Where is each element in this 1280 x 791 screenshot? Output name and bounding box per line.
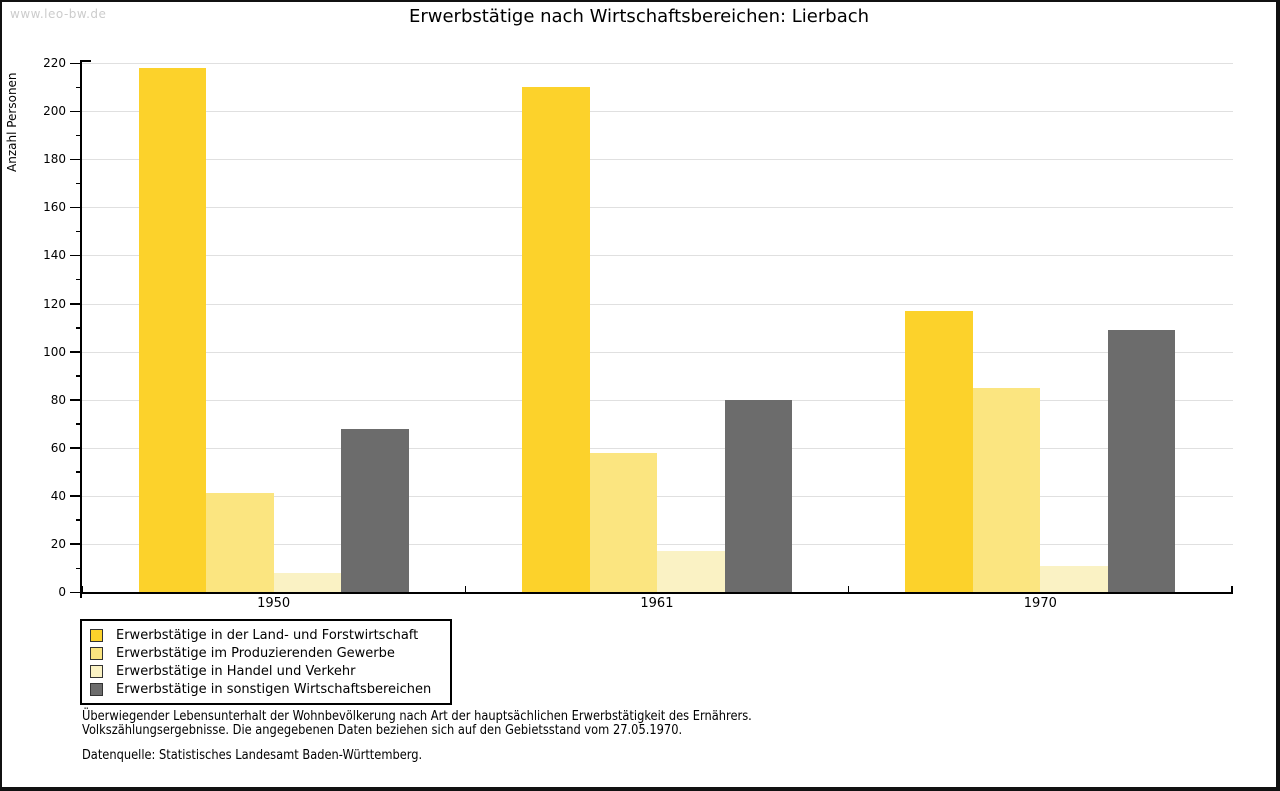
plot-area: 0 20 40 60 80 100 120 140 160 180 200 220 1950 1961 19… bbox=[43, 56, 1233, 611]
legend-swatch-1 bbox=[90, 628, 103, 642]
y-minor-tick-110 bbox=[76, 327, 81, 329]
y-tick-label-100: 100 bbox=[43, 344, 66, 359]
y-minor-tick-170 bbox=[76, 182, 81, 185]
y-tick-200 bbox=[70, 110, 81, 113]
legend-item-2: Erwerbstätige im Produzierenden Gewerbe bbox=[82, 644, 450, 662]
y-tick-120 bbox=[70, 303, 81, 305]
y-tick-label-40: 40 bbox=[50, 488, 66, 503]
gridline-160 bbox=[82, 207, 1233, 209]
bar-1950-series2 bbox=[206, 493, 274, 592]
y-axis-line bbox=[80, 60, 82, 598]
y-tick-100 bbox=[70, 351, 81, 353]
gridline-20 bbox=[82, 543, 1233, 545]
y-minor-tick-130 bbox=[76, 278, 81, 281]
legend-label-1: Erwerbstätige in der Land- und Forstwirt… bbox=[116, 627, 419, 643]
y-tick-label-200: 200 bbox=[43, 104, 66, 119]
footer-line-1: Überwiegender Lebensunterhalt der Wohnbe… bbox=[82, 709, 752, 724]
bar-1970-series2 bbox=[972, 387, 1041, 592]
legend-item-4: Erwerbstätige in sonstigen Wirtschaftsbe… bbox=[82, 680, 450, 698]
gridline-100 bbox=[82, 351, 1233, 353]
x-axis-tick-1 bbox=[464, 586, 467, 592]
x-tick-label-1950: 1950 bbox=[257, 596, 291, 611]
footer-note: Überwiegender Lebensunterhalt der Wohnbe… bbox=[82, 710, 752, 738]
y-minor-tick-70 bbox=[76, 423, 81, 425]
bar-1961-series3 bbox=[657, 551, 725, 592]
y-tick-label-140: 140 bbox=[43, 248, 66, 263]
chart-title: Erwerbstätige nach Wirtschaftsbereichen:… bbox=[408, 6, 870, 27]
bar-1950-series1 bbox=[138, 67, 207, 592]
x-axis-line bbox=[80, 592, 1233, 594]
y-tick-label-60: 60 bbox=[50, 440, 66, 455]
x-tick-label-1970: 1970 bbox=[1023, 596, 1057, 611]
watermark: www.leo-bw.de bbox=[10, 7, 107, 21]
bar-1970-series3 bbox=[1040, 565, 1108, 592]
gridline-200 bbox=[82, 111, 1233, 113]
y-tick-160 bbox=[70, 206, 81, 209]
y-tick-0 bbox=[70, 591, 81, 593]
x-axis-tick-0 bbox=[81, 586, 83, 592]
legend: Erwerbstätige in der Land- und Forstwirt… bbox=[80, 619, 452, 705]
y-tick-60 bbox=[70, 447, 81, 449]
y-tick-40 bbox=[70, 495, 81, 497]
x-tick-label-1961: 1961 bbox=[640, 596, 674, 611]
bar-1961-series4 bbox=[724, 399, 792, 592]
gridline-220 bbox=[82, 63, 1233, 64]
y-minor-tick-10 bbox=[76, 567, 81, 569]
y-tick-label-0: 0 bbox=[58, 585, 66, 599]
y-minor-tick-150 bbox=[76, 230, 81, 233]
x-axis-tick-3 bbox=[1231, 586, 1233, 592]
y-tick-label-180: 180 bbox=[43, 152, 66, 167]
gridline-120 bbox=[82, 303, 1233, 305]
y-tick-label-120: 120 bbox=[43, 296, 66, 311]
gridline-80 bbox=[82, 399, 1233, 401]
y-tick-20 bbox=[70, 543, 81, 545]
legend-label-3: Erwerbstätige in Handel und Verkehr bbox=[116, 663, 356, 679]
data-source: Datenquelle: Statistisches Landesamt Bad… bbox=[82, 748, 423, 763]
y-minor-tick-50 bbox=[76, 471, 81, 473]
legend-item-3: Erwerbstätige in Handel und Verkehr bbox=[82, 662, 450, 680]
y-minor-tick-90 bbox=[76, 375, 81, 377]
legend-swatch-2 bbox=[90, 646, 103, 660]
legend-label-2: Erwerbstätige im Produzierenden Gewerbe bbox=[116, 645, 395, 661]
legend-label-4: Erwerbstätige in sonstigen Wirtschaftsbe… bbox=[116, 681, 432, 697]
legend-swatch-3 bbox=[90, 664, 103, 678]
y-axis-top-tick bbox=[82, 60, 91, 62]
y-tick-180 bbox=[70, 158, 81, 161]
bar-1950-series4 bbox=[341, 428, 409, 592]
y-minor-tick-190 bbox=[76, 134, 81, 137]
bar-1961-series1 bbox=[522, 87, 590, 592]
gridline-140 bbox=[82, 255, 1233, 257]
y-tick-label-220: 220 bbox=[43, 56, 66, 70]
y-tick-label-80: 80 bbox=[50, 392, 66, 407]
x-axis-tick-2 bbox=[847, 586, 850, 592]
y-minor-tick-210 bbox=[76, 86, 81, 88]
y-minor-tick-30 bbox=[76, 519, 81, 521]
y-tick-label-160: 160 bbox=[43, 200, 66, 215]
y-tick-140 bbox=[70, 254, 81, 257]
y-axis-title: Anzahl Personen bbox=[5, 72, 19, 172]
bar-1970-series1 bbox=[905, 310, 973, 592]
bar-1970-series4 bbox=[1107, 329, 1176, 592]
gridline-40 bbox=[82, 495, 1233, 497]
y-tick-220 bbox=[70, 62, 81, 64]
gridline-180 bbox=[82, 159, 1233, 161]
gridline-60 bbox=[82, 447, 1233, 449]
footer-line-2: Volkszählungsergebnisse. Die angegebenen… bbox=[82, 723, 683, 738]
bar-1950-series3 bbox=[273, 572, 342, 592]
legend-swatch-4 bbox=[90, 682, 103, 696]
y-tick-label-20: 20 bbox=[50, 536, 66, 551]
bar-1961-series2 bbox=[589, 452, 657, 592]
legend-item-1: Erwerbstätige in der Land- und Forstwirt… bbox=[82, 626, 450, 644]
y-tick-80 bbox=[70, 399, 81, 401]
